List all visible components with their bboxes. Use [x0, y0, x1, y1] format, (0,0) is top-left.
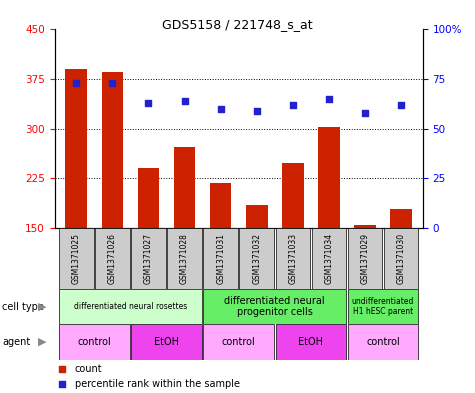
Bar [203, 324, 274, 360]
Text: ▶: ▶ [38, 301, 46, 312]
Bar [390, 209, 412, 228]
Bar [95, 228, 130, 289]
Bar [203, 289, 346, 324]
Text: GSM1371033: GSM1371033 [288, 233, 297, 284]
Text: GSM1371034: GSM1371034 [324, 233, 333, 284]
Bar [348, 289, 418, 324]
Text: control: control [366, 337, 400, 347]
Text: control: control [222, 337, 256, 347]
Bar [246, 205, 267, 228]
Bar [210, 183, 231, 228]
Point [181, 98, 189, 104]
Bar [354, 225, 376, 228]
Text: agent: agent [2, 337, 30, 347]
Point [58, 380, 66, 387]
Text: GSM1371032: GSM1371032 [252, 233, 261, 284]
Text: GSM1371026: GSM1371026 [108, 233, 117, 284]
Text: GSM1371031: GSM1371031 [216, 233, 225, 284]
Bar [59, 228, 94, 289]
Text: EtOH: EtOH [154, 337, 179, 347]
Text: control: control [77, 337, 111, 347]
Text: GSM1371025: GSM1371025 [72, 233, 81, 284]
Text: ▶: ▶ [38, 337, 46, 347]
Bar [312, 228, 346, 289]
Bar [174, 147, 195, 228]
Bar [131, 228, 166, 289]
Text: cell type: cell type [2, 301, 44, 312]
Point [325, 96, 332, 102]
Text: percentile rank within the sample: percentile rank within the sample [75, 378, 240, 389]
Point [397, 102, 405, 108]
Point [73, 80, 80, 86]
Text: GSM1371028: GSM1371028 [180, 233, 189, 284]
Point [145, 100, 152, 106]
Bar [348, 324, 418, 360]
Bar [276, 324, 346, 360]
Point [58, 366, 66, 372]
Text: GSM1371027: GSM1371027 [144, 233, 153, 284]
Text: undifferentiated
H1 hESC parent: undifferentiated H1 hESC parent [352, 297, 414, 316]
Bar [203, 228, 238, 289]
Bar [384, 228, 418, 289]
Text: GSM1371030: GSM1371030 [397, 233, 406, 284]
Bar [131, 324, 202, 360]
Bar [102, 72, 123, 228]
Bar [59, 289, 202, 324]
Bar [167, 228, 202, 289]
Bar [59, 324, 130, 360]
Bar [318, 127, 340, 228]
Point [361, 110, 369, 116]
Bar [282, 163, 304, 228]
Bar [276, 228, 310, 289]
Text: GSM1371029: GSM1371029 [361, 233, 370, 284]
Bar [66, 69, 87, 228]
Bar [239, 228, 274, 289]
Bar [138, 168, 159, 228]
Point [217, 106, 225, 112]
Text: GDS5158 / 221748_s_at: GDS5158 / 221748_s_at [162, 18, 313, 31]
Point [253, 108, 260, 114]
Text: EtOH: EtOH [298, 337, 323, 347]
Text: count: count [75, 364, 103, 374]
Text: differentiated neural rosettes: differentiated neural rosettes [74, 302, 187, 311]
Bar [348, 228, 382, 289]
Point [289, 102, 296, 108]
Point [109, 80, 116, 86]
Text: differentiated neural
progenitor cells: differentiated neural progenitor cells [225, 296, 325, 317]
